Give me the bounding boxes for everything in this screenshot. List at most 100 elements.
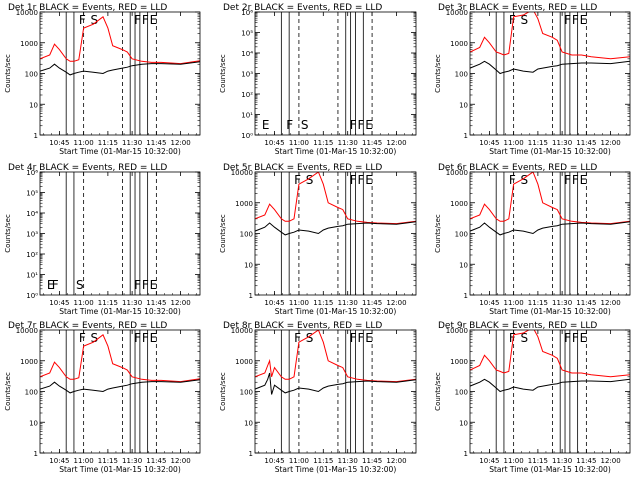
attenuator-label: F <box>572 331 579 345</box>
x-tick-label: 11:45 <box>146 457 166 465</box>
attenuator-label: F <box>134 278 141 292</box>
attenuator-label: F <box>142 331 149 345</box>
x-axis-label: Start Time (01-Mar-15 10:32:00) <box>275 307 397 316</box>
attenuator-label: E <box>150 278 158 292</box>
y-tick-label: 1 <box>464 292 468 300</box>
attenuator-label: E <box>365 118 373 132</box>
y-tick-label: 10³ <box>26 231 38 239</box>
x-tick-label: 11:45 <box>362 139 382 147</box>
x-tick-label: 10:45 <box>479 139 499 147</box>
y-tick-label: 10⁴ <box>241 50 253 58</box>
x-tick-label: 11:45 <box>576 457 596 465</box>
x-axis-label: Start Time (01-Mar-15 10:32:00) <box>59 147 181 156</box>
attenuator-label: S <box>520 173 528 187</box>
attenuator-label: E <box>150 331 158 345</box>
y-tick-label: 10 <box>459 419 468 427</box>
attenuator-label: F <box>294 331 301 345</box>
x-tick-label: 11:15 <box>528 139 548 147</box>
x-tick-label: 11:30 <box>122 457 142 465</box>
x-tick-label: 11:00 <box>74 139 94 147</box>
x-tick-label: 11:30 <box>338 139 358 147</box>
attenuator-label: F <box>350 118 357 132</box>
y-tick-label: 10² <box>26 251 38 259</box>
series-line-lld <box>255 172 416 225</box>
x-tick-label: 11:00 <box>289 457 309 465</box>
attenuator-label: S <box>76 278 84 292</box>
chart-title: Det 8r BLACK = Events, RED = LLD <box>223 321 382 331</box>
x-tick-label: 11:00 <box>74 457 94 465</box>
series-line-events <box>255 221 416 236</box>
y-tick-label: 10¹ <box>26 272 38 280</box>
series-line-events <box>255 372 416 395</box>
y-tick-label: 10 <box>244 419 253 427</box>
y-tick-label: 1000 <box>450 40 468 48</box>
attenuator-label: S <box>301 118 309 132</box>
y-tick-label: 1 <box>34 132 38 140</box>
y-tick-label: 100 <box>25 71 38 79</box>
attenuator-label: E <box>580 173 588 187</box>
chart-title: Det 6r BLACK = Events, RED = LLD <box>438 163 597 173</box>
attenuator-label: F <box>142 13 149 27</box>
attenuator-label: F <box>564 331 571 345</box>
chart-panel-6: Det 6r BLACK = Events, RED = LLD 1 10 100 10… <box>434 163 631 316</box>
y-tick-label: 10000 <box>446 9 468 17</box>
x-axis-label: Start Time (01-Mar-15 10:32:00) <box>275 147 397 156</box>
x-tick-label: 11:00 <box>504 299 524 307</box>
plot-frame <box>469 171 631 296</box>
attenuator-label: S <box>306 173 314 187</box>
y-tick-label: 1000 <box>235 200 253 208</box>
y-tick-label: 1000 <box>20 358 38 366</box>
y-tick-label: 10⁶ <box>241 9 253 17</box>
series-line-lld <box>40 334 200 383</box>
attenuator-label: F <box>79 331 86 345</box>
x-tick-label: 11:15 <box>528 457 548 465</box>
y-tick-label: 10000 <box>446 327 468 335</box>
attenuator-label: F <box>572 13 579 27</box>
y-tick-label: 1000 <box>450 200 468 208</box>
attenuator-label: F <box>509 331 516 345</box>
x-tick-label: 11:00 <box>289 139 309 147</box>
x-tick-label: 11:15 <box>98 139 118 147</box>
y-tick-label: 10⁰ <box>241 132 253 140</box>
y-tick-label: 10 <box>244 261 253 269</box>
attenuator-label: F <box>564 13 571 27</box>
x-axis-label: Start Time (01-Mar-15 10:32:00) <box>489 307 611 316</box>
y-axis-label: Counts/sec <box>434 54 442 93</box>
x-tick-label: 12:00 <box>386 457 406 465</box>
chart-title: Det 3r BLACK = Events, RED = LLD <box>438 3 597 13</box>
x-tick-label: 10:45 <box>49 299 69 307</box>
plot-frame <box>254 171 417 296</box>
y-tick-label: 10⁵ <box>241 30 253 38</box>
series-line-events <box>40 61 200 76</box>
plot-frame <box>254 11 417 136</box>
y-tick-label: 1 <box>464 132 468 140</box>
x-tick-label: 12:00 <box>386 299 406 307</box>
plot-frame <box>469 329 631 454</box>
y-tick-label: 1 <box>34 450 38 458</box>
x-tick-label: 12:00 <box>386 139 406 147</box>
attenuator-label: F <box>358 331 365 345</box>
x-axis-label: Start Time (01-Mar-15 10:32:00) <box>59 307 181 316</box>
y-tick-label: 10⁰ <box>26 292 38 300</box>
attenuator-label: F <box>350 331 357 345</box>
x-tick-label: 11:15 <box>313 299 333 307</box>
series-line-lld <box>470 12 630 60</box>
y-tick-label: 1 <box>464 450 468 458</box>
attenuator-label: S <box>90 331 98 345</box>
x-tick-label: 11:30 <box>122 139 142 147</box>
x-tick-label: 12:00 <box>601 299 621 307</box>
attenuator-label: F <box>358 173 365 187</box>
x-tick-label: 11:30 <box>122 299 142 307</box>
y-tick-label: 10 <box>29 101 38 109</box>
attenuator-label: F <box>142 278 149 292</box>
y-tick-label: 1 <box>249 292 253 300</box>
series-line-events <box>470 221 630 236</box>
x-axis-label: Start Time (01-Mar-15 10:32:00) <box>489 147 611 156</box>
y-axis-label: Counts/sec <box>4 372 12 411</box>
x-tick-label: 10:45 <box>479 299 499 307</box>
x-tick-label: 11:30 <box>338 299 358 307</box>
attenuator-label: F <box>358 118 365 132</box>
y-tick-label: 10000 <box>231 169 253 177</box>
attenuator-label: F <box>52 278 59 292</box>
